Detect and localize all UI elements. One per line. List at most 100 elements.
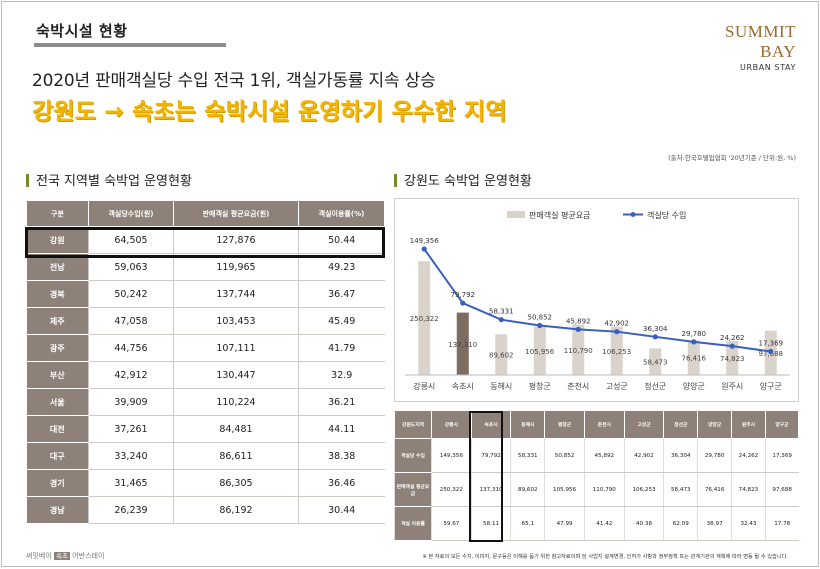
value-cell: 26,239 (88, 496, 174, 524)
value-cell: 49.23 (297, 253, 385, 281)
value-cell: 105,956 (544, 472, 585, 507)
col-header: 양양군 (697, 410, 733, 439)
bar-data-label: 105,956 (525, 348, 554, 356)
value-cell: 45.49 (297, 307, 385, 335)
table-row: 경기 31,465 86,305 36.46 (26, 469, 385, 497)
table-row: 객실당 수입 149,356 79,792 58,331 50,852 45,892 42,… (394, 438, 799, 473)
chart-point (498, 317, 504, 323)
col-header: 고성군 (623, 410, 665, 439)
gangwon-table-header: 강원도지역 강릉시 속초시 동해시 평창군 춘천시 고성군 정선군 양양군 원주시 양구군 (394, 410, 800, 439)
region-cell: 제주 (26, 307, 89, 335)
section-label-text: 숙박시설 현황 (36, 22, 128, 40)
table-row: 경북 50,242 137,744 36.47 (26, 280, 385, 308)
chart-point (575, 326, 581, 332)
value-cell: 50.44 (297, 226, 385, 254)
chart-point (421, 246, 427, 252)
region-cell: 대구 (26, 442, 89, 470)
logo-sub-text: URBAN STAY (740, 63, 796, 72)
region-cell: 경북 (26, 280, 89, 308)
chart-bar (726, 340, 739, 375)
value-cell: 36.46 (297, 469, 385, 497)
table-row: 강원 64,505 127,876 50.44 (26, 226, 385, 254)
gangwon-table: 강원도지역 강릉시 속초시 동해시 평창군 춘천시 고성군 정선군 양양군 원주시 양구군 객실당 … (394, 410, 800, 541)
line-data-label: 50,852 (528, 314, 553, 322)
headline: 2020년 판매객실당 수입 전국 1위, 객실가동률 지속 상승 (32, 71, 436, 91)
value-cell: 38.38 (297, 442, 385, 470)
chart-bar (456, 312, 469, 375)
gangwon-chart: 판매객실 평균요금 객실당 수입 250,322 137,310 89,602 105,9… (394, 198, 799, 402)
value-cell: 130,447 (172, 361, 299, 389)
chart-point (652, 334, 658, 340)
right-section-title-text: 강원도 숙박업 운영현황 (404, 174, 532, 189)
table-row: 경남 26,239 86,192 30.44 (26, 496, 385, 524)
region-cell: 전남 (26, 253, 89, 281)
chart-bar (572, 324, 585, 375)
section-label-underline (34, 43, 226, 47)
legend-marker (630, 212, 636, 217)
subhead: 강원도 → 속초는 숙박시설 운영하기 우수한 지역 (32, 99, 507, 125)
chart-line (423, 248, 771, 353)
value-cell: 107,111 (172, 334, 299, 362)
value-cell: 149,356 (431, 438, 472, 473)
row-header-cell: 객실 이용률 (394, 506, 432, 541)
x-tick-label: 강릉시 (413, 381, 435, 391)
line-data-label: 36,304 (643, 325, 668, 333)
value-cell: 86,611 (172, 442, 299, 470)
value-cell: 44.11 (297, 415, 385, 443)
region-table: 구분 객실당수입(원) 판매객실 평균요금(원) 객실이용률(%) 강원 64,5… (26, 200, 386, 524)
region-cell: 서울 (26, 388, 89, 416)
gangwon-highlight-box (25, 227, 385, 258)
value-cell: 32.9 (297, 361, 385, 389)
value-cell: 84,481 (172, 415, 299, 443)
value-cell: 24,262 (731, 438, 766, 473)
chart-svg: 판매객실 평균요금 객실당 수입 250,322 137,310 89,602 105,9… (405, 210, 790, 391)
legend-swatch-bar (507, 211, 525, 218)
value-cell: 65.1 (510, 506, 545, 541)
bar-data-label: 89,602 (489, 352, 514, 360)
line-data-label: 79,792 (451, 291, 476, 299)
chart-bar (495, 334, 508, 375)
value-cell: 119,965 (172, 253, 299, 281)
col-header: 평창군 (544, 410, 585, 439)
value-cell: 41.79 (297, 334, 385, 362)
bar-data-label: 110,790 (564, 347, 593, 355)
table-row: 부산 42,912 130,447 32.9 (26, 361, 385, 389)
sokcho-highlight-box (469, 411, 503, 542)
footnote: ※ 본 자료의 모든 수치, 이미지, 문구등은 이해를 돕기 위한 참고자료이… (422, 554, 788, 560)
region-cell: 경기 (26, 469, 89, 497)
value-cell: 47,058 (88, 307, 174, 335)
value-cell: 31,465 (88, 469, 174, 497)
value-cell: 79,792 (470, 438, 511, 473)
footer-brand-badge: 속초 (54, 552, 70, 560)
value-cell: 106,253 (623, 472, 664, 507)
logo-main-text: SUMMIT BAY (724, 22, 796, 61)
value-cell: 110,790 (583, 472, 625, 507)
value-cell: 59.67 (431, 506, 472, 541)
chart-point (729, 343, 735, 349)
row-header-cell: 객실당 수입 (394, 438, 432, 473)
chart-bar (610, 326, 623, 375)
value-cell: 127,876 (172, 226, 299, 254)
value-cell: 47.99 (544, 506, 585, 541)
logo-small-text (686, 14, 796, 22)
bar-data-label: 106,253 (602, 348, 631, 356)
row-header-cell: 판매객실 평균요금 (394, 472, 432, 507)
col-header: 원주시 (731, 410, 766, 439)
col-header: 강원도지역 (394, 410, 432, 439)
source-note: (출처:한국호텔업협회 '20년기준 / 단위:원, %) (668, 154, 796, 162)
value-cell: 36,304 (663, 438, 698, 473)
section-label: 숙박시설 현황 (20, 16, 226, 47)
x-tick-label: 속초시 (452, 382, 474, 391)
value-cell: 76,416 (697, 472, 732, 507)
region-cell: 대전 (26, 415, 89, 443)
col-header: 판매객실 평균요금(원) (172, 200, 299, 227)
chart-point (614, 329, 620, 335)
region-cell: 부산 (26, 361, 89, 389)
value-cell: 137,310 (470, 472, 511, 507)
value-cell: 58,331 (510, 438, 545, 473)
left-section-title: 전국 지역별 숙박업 운영현황 (26, 170, 192, 189)
value-cell: 86,305 (172, 469, 299, 497)
col-header: 속초시 (470, 410, 512, 439)
col-header: 객실이용률(%) (297, 200, 386, 227)
